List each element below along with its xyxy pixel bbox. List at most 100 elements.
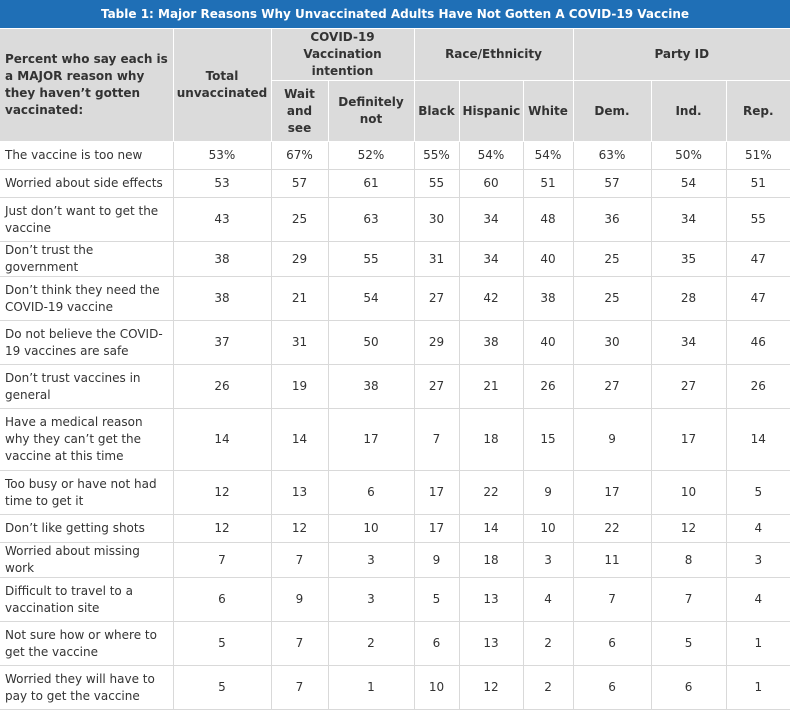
table-cell: 6 — [173, 577, 272, 622]
table-cell: 12 — [173, 470, 272, 515]
column-header: Wait and see — [271, 80, 329, 142]
column-header: Ind. — [651, 80, 727, 142]
table-cell: 12 — [651, 514, 727, 543]
table-cell: 8 — [651, 542, 727, 578]
table-cell: 14 — [459, 514, 524, 543]
table-cell: 7 — [271, 542, 329, 578]
table-cell: 14 — [726, 408, 790, 471]
table-cell: 31 — [414, 241, 460, 277]
reasons-table: Percent who say each is a MAJOR reason w… — [0, 29, 790, 710]
table-cell: 63 — [328, 197, 415, 242]
table-cell: 27 — [573, 364, 652, 409]
table-cell: 22 — [459, 470, 524, 515]
row-label: Do not believe the COVID-19 vaccines are… — [0, 320, 174, 365]
table-cell: 57 — [573, 169, 652, 198]
table-cell: 9 — [573, 408, 652, 471]
table-cell: 21 — [271, 276, 329, 321]
table-cell: 50 — [328, 320, 415, 365]
table-row: Do not believe the COVID-19 vaccines are… — [0, 320, 790, 365]
row-label: Worried about missing work — [0, 542, 174, 578]
table-cell: 26 — [173, 364, 272, 409]
table-cell: 22 — [573, 514, 652, 543]
table-cell: 47 — [726, 241, 790, 277]
table-cell: 34 — [651, 197, 727, 242]
row-label: Difficult to travel to a vaccination sit… — [0, 577, 174, 622]
table-cell: 55 — [328, 241, 415, 277]
table-cell: 38 — [173, 241, 272, 277]
table-cell: 27 — [414, 364, 460, 409]
table-cell: 60 — [459, 169, 524, 198]
table-cell: 2 — [523, 665, 574, 710]
table-cell: 54% — [523, 141, 574, 170]
table-cell: 48 — [523, 197, 574, 242]
table-cell: 4 — [726, 514, 790, 543]
table-cell: 17 — [328, 408, 415, 471]
table-cell: 3 — [726, 542, 790, 578]
table-cell: 17 — [651, 408, 727, 471]
table-body: The vaccine is too new 53% 67% 52% 55% 54% 54%… — [0, 141, 790, 710]
table-row: Not sure how or where to get the vaccine… — [0, 621, 790, 666]
table-cell: 55 — [414, 169, 460, 198]
table-cell: 5 — [651, 621, 727, 666]
vaccination-intention-group-header: COVID-19 Vaccination intention — [271, 29, 415, 81]
table-cell: 12 — [459, 665, 524, 710]
column-header: Rep. — [726, 80, 790, 142]
table-cell: 30 — [573, 320, 652, 365]
table-cell: 6 — [573, 621, 652, 666]
table-cell: 31 — [271, 320, 329, 365]
table-cell: 12 — [271, 514, 329, 543]
table-cell: 7 — [414, 408, 460, 471]
table-cell: 5 — [726, 470, 790, 515]
table-cell: 6 — [414, 621, 460, 666]
table-row: Difficult to travel to a vaccination sit… — [0, 577, 790, 622]
table-cell: 5 — [173, 621, 272, 666]
table-row: Too busy or have not had time to get it 1… — [0, 470, 790, 515]
table-cell: 14 — [271, 408, 329, 471]
table-cell: 13 — [459, 577, 524, 622]
table-cell: 5 — [173, 665, 272, 710]
table-cell: 40 — [523, 320, 574, 365]
table-cell: 7 — [573, 577, 652, 622]
table-cell: 30 — [414, 197, 460, 242]
table-cell: 10 — [328, 514, 415, 543]
table-cell: 27 — [651, 364, 727, 409]
table-cell: 29 — [414, 320, 460, 365]
table-cell: 38 — [328, 364, 415, 409]
table-row: Have a medical reason why they can’t get… — [0, 408, 790, 471]
table-cell: 13 — [459, 621, 524, 666]
table-cell: 55% — [414, 141, 460, 170]
table-cell: 7 — [271, 665, 329, 710]
table-cell: 9 — [414, 542, 460, 578]
table-cell: 38 — [523, 276, 574, 321]
table-cell: 26 — [726, 364, 790, 409]
table-cell: 9 — [523, 470, 574, 515]
table-cell: 18 — [459, 408, 524, 471]
table-row: Worried about side effects 53 57 61 55 60 51 57… — [0, 169, 790, 198]
table-cell: 3 — [523, 542, 574, 578]
table-cell: 25 — [573, 241, 652, 277]
table-cell: 36 — [573, 197, 652, 242]
table-cell: 7 — [651, 577, 727, 622]
row-label: Don’t trust vaccines in general — [0, 364, 174, 409]
table-cell: 15 — [523, 408, 574, 471]
table-cell: 4 — [726, 577, 790, 622]
table-cell: 38 — [459, 320, 524, 365]
table-cell: 18 — [459, 542, 524, 578]
row-label: Too busy or have not had time to get it — [0, 470, 174, 515]
table-cell: 50% — [651, 141, 727, 170]
table-cell: 25 — [271, 197, 329, 242]
table-cell: 53 — [173, 169, 272, 198]
table-row: Don’t trust vaccines in general 26 19 38 27 2… — [0, 364, 790, 409]
table-cell: 17 — [573, 470, 652, 515]
row-label: The vaccine is too new — [0, 141, 174, 170]
row-label: Worried about side effects — [0, 169, 174, 198]
table-cell: 51 — [726, 169, 790, 198]
table-cell: 27 — [414, 276, 460, 321]
column-header: Definitely not — [328, 80, 415, 142]
table-row: Just don’t want to get the vaccine 43 25 63… — [0, 197, 790, 242]
total-unvaccinated-header: Total unvaccinated — [173, 29, 272, 142]
table-header: Percent who say each is a MAJOR reason w… — [0, 29, 790, 142]
table-row: Worried about missing work 7 7 3 9 18 3 11 8 3 — [0, 542, 790, 578]
table-row: Don’t think they need the COVID-19 vacci… — [0, 276, 790, 321]
row-label: Have a medical reason why they can’t get… — [0, 408, 174, 471]
